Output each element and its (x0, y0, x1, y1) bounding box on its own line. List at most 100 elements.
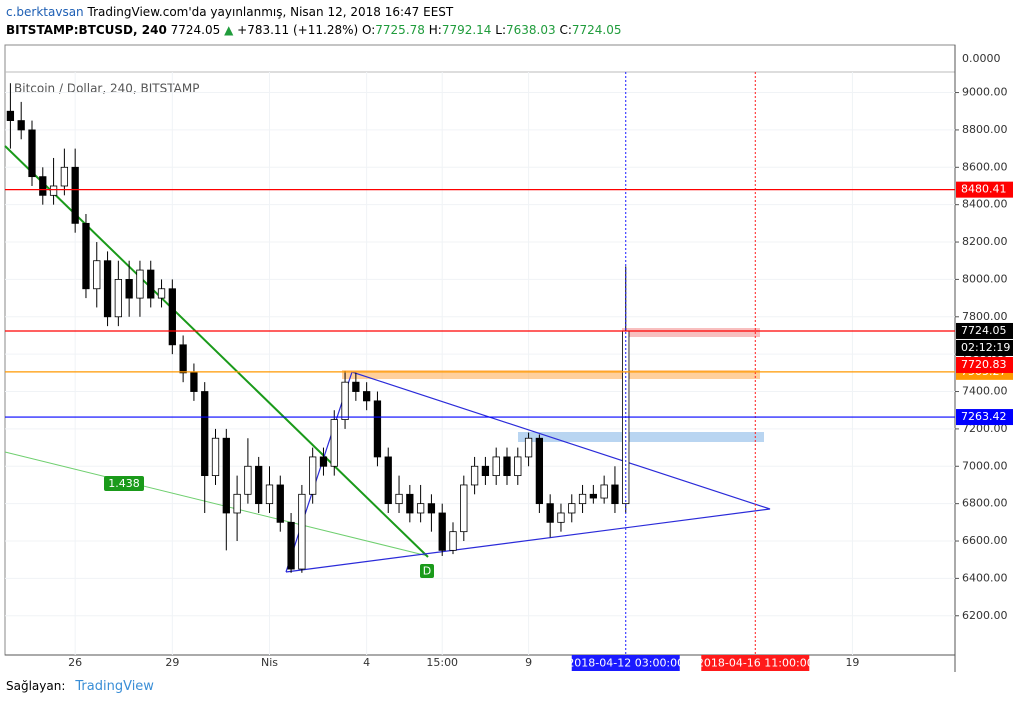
y-tick-label: 8800.00 (962, 123, 1008, 136)
zone (342, 370, 760, 379)
c: 7724.05 (571, 23, 622, 37)
y-tick-label: 6400.00 (962, 571, 1008, 584)
grid (5, 72, 955, 655)
candle-body (557, 512, 565, 523)
symbol: BITSTAMP:BTCUSD, 240 (6, 23, 167, 37)
candle-body (395, 493, 403, 505)
footer: Sağlayan: TradingView (6, 679, 154, 694)
candle-body (6, 110, 15, 121)
date-badge (571, 655, 680, 671)
candle-body (373, 400, 382, 458)
price: 7724.05 (170, 23, 221, 37)
y-tick-label: 6200.00 (962, 609, 1008, 622)
candle-body (438, 512, 446, 551)
candle-body (481, 465, 490, 477)
candle-body (114, 279, 122, 318)
candle-body (255, 465, 263, 505)
candle-body (17, 120, 25, 131)
y-tick-label: 9000.00 (962, 86, 1008, 99)
price-badge (956, 322, 1013, 339)
x-tick-label: 4 (363, 656, 370, 669)
candle-body (179, 344, 187, 374)
y-tick-label: 7800.00 (962, 310, 1008, 323)
point-badge (420, 564, 434, 578)
candle-body (168, 288, 176, 346)
x-tick-label: 2018-04-16 11:00:00 (697, 657, 814, 670)
footer-label: Sağlayan: (6, 679, 66, 693)
candle-body (103, 260, 112, 318)
candle-body (589, 493, 597, 499)
candle-body (568, 503, 576, 514)
author[interactable]: c.berktavsan (6, 5, 84, 19)
pane-label: 0.0000 (962, 52, 1001, 65)
fib-badge (104, 476, 144, 491)
candle-body (93, 260, 101, 290)
candle-body (352, 381, 360, 392)
point-label: D (423, 565, 431, 578)
countdown-badge (956, 339, 1013, 356)
y-tick-label: 6800.00 (962, 497, 1008, 510)
candle-body (309, 456, 317, 495)
y-tick-label: 6600.00 (962, 534, 1008, 547)
fib-value: 1.438 (108, 477, 140, 490)
y-tick-label: 7400.00 (962, 385, 1008, 398)
l-label: L: (495, 23, 506, 37)
candle-body (578, 493, 587, 505)
candle-body (416, 503, 425, 514)
header: c.berktavsan TradingView.com'da yayınlan… (6, 3, 622, 39)
candle-body (82, 222, 90, 290)
candle-body (384, 456, 392, 505)
candle-body (524, 437, 533, 458)
candle-body (470, 465, 479, 486)
candle-body (211, 437, 220, 477)
y-tick-label: 8400.00 (962, 198, 1008, 211)
plot-frame (4, 44, 956, 656)
x-tick-label: 19 (845, 656, 859, 669)
candle-body (298, 493, 306, 570)
y-tick-label: 8000.00 (962, 272, 1008, 285)
candle-body (341, 381, 349, 420)
candle-body (546, 503, 554, 523)
candle-body (611, 484, 619, 505)
price-badge-label: 7724.05 (961, 324, 1007, 337)
candle-body (136, 269, 144, 299)
candle-body (222, 437, 230, 514)
published: TradingView.com'da yayınlanmış, Nisan 12… (87, 5, 454, 19)
candle-body (460, 484, 468, 533)
o: 7725.78 (375, 23, 425, 37)
change: +783.11 (+11.28%) (237, 23, 359, 37)
brand[interactable]: TradingView (75, 679, 154, 694)
candle-body (28, 129, 36, 178)
candle-body (125, 279, 133, 299)
y-tick-label: 8200.00 (962, 235, 1008, 248)
triangle (285, 371, 771, 573)
candle-body (190, 372, 198, 392)
arrow-icon: ▲ (224, 23, 234, 37)
candle-body (330, 419, 338, 467)
price-badge (956, 181, 1013, 198)
candle-body (244, 465, 252, 495)
date-badge (701, 655, 810, 671)
x-tick-label: 2018-04-12 03:00:00 (567, 657, 684, 670)
h: 7792.14 (441, 23, 492, 37)
zone (518, 432, 764, 442)
price-badge-label: 8480.41 (961, 183, 1007, 196)
zone (622, 328, 760, 337)
x-tick-label: 29 (165, 656, 179, 669)
candle-body (503, 456, 511, 477)
candle-body (514, 456, 522, 477)
candle-body (492, 456, 500, 477)
x-tick-label: 9 (525, 656, 532, 669)
candle-body (600, 484, 608, 499)
price-badge-label: 7720.83 (961, 358, 1007, 371)
candle-body (49, 185, 58, 196)
candle-body (287, 521, 295, 570)
x-tick-label: Nis (261, 656, 278, 669)
candle-body (406, 493, 414, 514)
candle-body (427, 503, 436, 514)
candle-body (147, 269, 155, 299)
candle-body (265, 484, 274, 505)
candle-body (449, 531, 457, 551)
h-label: H: (428, 23, 442, 37)
candle-body (71, 166, 79, 224)
